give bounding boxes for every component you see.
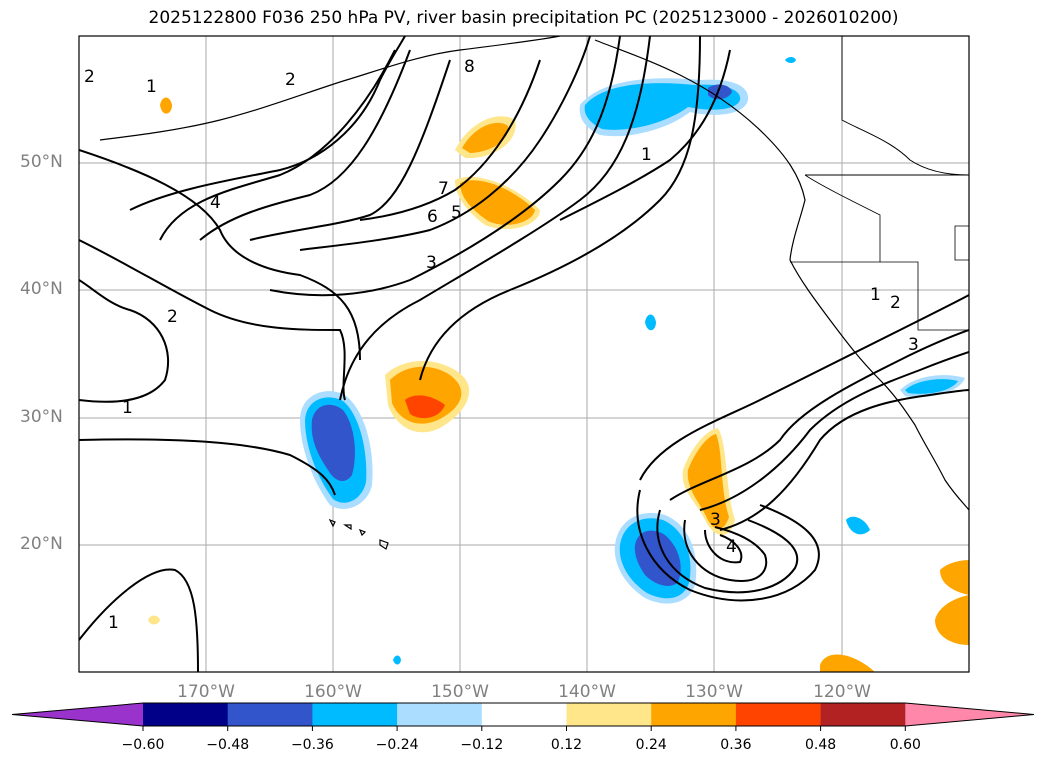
- colorbar-bin: [566, 703, 652, 726]
- positive-anomaly: [462, 122, 509, 153]
- colorbar-tick-label: −0.24: [375, 737, 419, 753]
- negative-anomaly: [584, 83, 741, 130]
- contour-label: 2: [167, 307, 178, 327]
- negative-anomaly: [708, 84, 732, 100]
- contour-label: 7: [438, 179, 449, 199]
- positive-anomaly: [460, 180, 535, 225]
- colorbar-tick-label: 0.12: [550, 737, 583, 753]
- positive-anomaly: [148, 615, 160, 625]
- negative-anomaly: [311, 404, 355, 482]
- negative-anomaly: [393, 655, 401, 665]
- contour-label: 4: [726, 537, 737, 557]
- contour-label: 1: [146, 77, 157, 97]
- contour-label: 2: [890, 293, 901, 313]
- colorbar-tick-label: 0.36: [720, 737, 752, 753]
- colorbar-extend-max: [905, 703, 1034, 726]
- positive-anomaly: [160, 97, 172, 114]
- colorbar-extend-min: [12, 703, 143, 726]
- negative-anomaly: [905, 379, 958, 394]
- colorbar-tick-label: −0.48: [206, 737, 250, 753]
- coastlines: [99, 36, 969, 550]
- colorbar-bin: [481, 703, 567, 726]
- contour-label: 1: [108, 613, 119, 633]
- contour-label: 1: [641, 145, 652, 165]
- colorbar-bin: [651, 703, 737, 726]
- colorbar-bin: [820, 703, 906, 726]
- lon-label-130w: 130°W: [685, 682, 743, 702]
- lat-label-50n: 50°N: [20, 152, 63, 172]
- colorbar-tick-label: −0.60: [121, 737, 165, 753]
- colorbar-tick-label: 0.24: [635, 737, 667, 753]
- contour-label: 3: [908, 335, 919, 355]
- positive-anomaly: [390, 366, 462, 424]
- negative-anomaly: [645, 314, 656, 331]
- lon-label-120w: 120°W: [813, 682, 871, 702]
- positive-anomaly: [405, 395, 445, 419]
- contour-label: 3: [710, 510, 721, 530]
- positive-anomaly: [940, 560, 969, 595]
- lat-label-30n: 30°N: [20, 407, 63, 427]
- colorbar-tick-label: −0.12: [460, 737, 504, 753]
- colorbar-bin: [227, 703, 313, 726]
- negative-anomaly: [634, 530, 681, 586]
- lon-label-150w: 150°W: [431, 682, 489, 702]
- lat-label-20n: 20°N: [20, 534, 63, 554]
- lon-label-160w: 160°W: [304, 682, 362, 702]
- colorbar-tick-label: 0.48: [805, 737, 837, 753]
- colorbar-bin: [735, 703, 822, 726]
- contour-label: 1: [122, 398, 133, 418]
- lat-label-40n: 40°N: [20, 279, 63, 299]
- negative-anomaly: [846, 516, 870, 535]
- contour-label: 4: [210, 193, 221, 213]
- map-area: 1 1 1 1 1 2 2 2 2 3 3 3 4 4 5 6 7 8: [79, 36, 969, 672]
- colorbar-bin: [312, 703, 398, 726]
- colorbar-tick-label: 0.60: [889, 737, 921, 753]
- contour-label: 5: [451, 203, 462, 223]
- contour-label: 8: [464, 57, 475, 77]
- contour-label: 3: [426, 253, 437, 273]
- contour-label: 6: [427, 207, 438, 227]
- positive-anomaly: [820, 654, 875, 672]
- colorbar-bin: [143, 703, 229, 726]
- contour-label: 2: [285, 70, 296, 90]
- pv-contours: [79, 36, 969, 672]
- map-frame: [78, 35, 970, 673]
- negative-anomaly: [785, 57, 796, 63]
- lon-label-140w: 140°W: [558, 682, 616, 702]
- contour-labels: 1 1 1 1 1 2 2 2 2 3 3 3 4 4 5 6 7 8: [84, 57, 919, 633]
- contour-label: 2: [84, 67, 95, 87]
- map-title: 2025122800 F036 250 hPa PV, river basin …: [148, 8, 899, 28]
- colorbar: [11, 702, 1035, 731]
- lon-label-170w: 170°W: [177, 682, 235, 702]
- colorbar-tick-label: −0.36: [290, 737, 334, 753]
- positive-anomaly: [935, 595, 969, 645]
- contour-label: 1: [870, 285, 881, 305]
- colorbar-bin: [397, 703, 483, 726]
